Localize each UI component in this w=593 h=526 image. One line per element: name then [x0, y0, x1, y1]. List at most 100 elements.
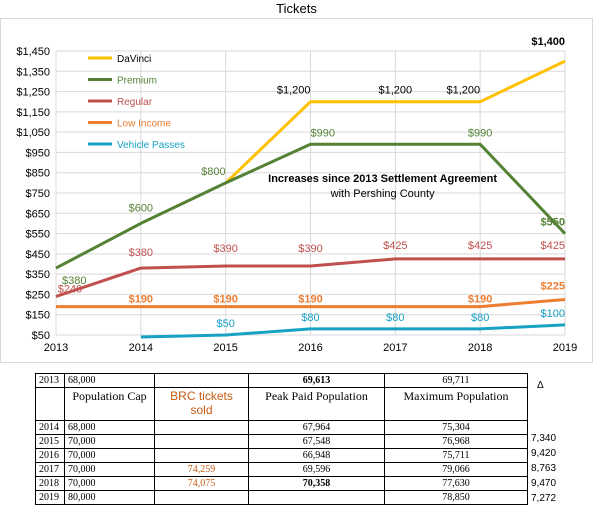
- data-label: $425: [383, 240, 407, 252]
- data-label: $240: [58, 283, 82, 295]
- table-body: 2014 68,000 67,964 75,304 2015 70,000 67,548 76…: [35, 420, 528, 505]
- table-row-2013: 2013 68,000 69,613 69,711: [35, 373, 528, 388]
- brc-cell: [154, 448, 249, 463]
- data-label: $380: [62, 275, 86, 287]
- series-line-vehicle-passes: [140, 323, 566, 339]
- brc-cell: [154, 373, 249, 388]
- annotation-title: Increases since 2013 Settlement Agreemen…: [268, 173, 497, 185]
- cap-cell: 70,000: [64, 462, 155, 477]
- data-label: $1,200: [447, 85, 481, 97]
- delta-header: Δ: [537, 380, 544, 391]
- legend-label: Premium: [117, 76, 157, 87]
- x-tick-label: 2019: [553, 342, 577, 354]
- year-cell: 2014: [35, 420, 65, 435]
- table-row: 2015 70,000 67,548 76,968: [35, 434, 528, 449]
- data-labels: $1,400 $1,200 $1,200 $1,200 $990 $990 $800 $600…: [58, 36, 565, 330]
- data-label: $550: [541, 217, 565, 229]
- delta-value: 7,340: [531, 433, 557, 444]
- axis-tick-labels: $50 $150 $250 $350 $450 $550 $650 $750 $850 $950 $…: [16, 46, 577, 354]
- peak-cell: 66,948: [248, 448, 385, 463]
- cap-cell: 80,000: [64, 490, 155, 505]
- data-label: $990: [468, 127, 492, 139]
- year-cell: 2015: [35, 434, 65, 449]
- data-label: $50: [216, 318, 234, 330]
- y-tick-label: $1,050: [16, 127, 50, 139]
- x-tick-label: 2015: [213, 342, 237, 354]
- peak-cell: 69,613: [248, 373, 385, 388]
- data-label: $100: [541, 308, 565, 320]
- x-tick-label: 2013: [44, 342, 68, 354]
- max-cell: 79,066: [384, 462, 528, 477]
- data-label: $390: [298, 243, 322, 255]
- brc-cell: 74,259: [154, 462, 249, 477]
- brc-cell: [154, 490, 249, 505]
- table-row: 2017 70,000 74,259 69,596 79,066: [35, 462, 528, 477]
- data-label: $425: [468, 240, 492, 252]
- y-tick-label: $50: [32, 330, 50, 342]
- x-tick-label: 2014: [129, 342, 153, 354]
- header-year-cell: [35, 387, 65, 421]
- data-label: $80: [301, 312, 319, 324]
- x-tick-label: 2018: [468, 342, 492, 354]
- data-label: $800: [201, 166, 225, 178]
- cap-cell: 68,000: [64, 420, 155, 435]
- y-tick-label: $850: [26, 168, 50, 180]
- data-label: $425: [541, 240, 565, 252]
- chart-title: Tickets: [276, 1, 317, 16]
- peak-cell: [248, 490, 385, 505]
- table-row: 2014 68,000 67,964 75,304: [35, 420, 528, 435]
- y-tick-label: $150: [26, 310, 50, 322]
- annotation-subtitle: with Pershing County: [330, 188, 435, 200]
- line-chart: $50 $150 $250 $350 $450 $550 $650 $750 $850 $950 $…: [0, 18, 593, 363]
- year-cell: 2017: [35, 462, 65, 477]
- legend-label: Vehicle Passes: [117, 140, 185, 151]
- delta-value: 9,420: [531, 448, 557, 459]
- data-label: $1,200: [379, 85, 413, 97]
- series-line-regular: [55, 257, 565, 298]
- y-tick-label: $350: [26, 269, 50, 281]
- year-cell: 2018: [35, 476, 65, 491]
- data-label: $190: [129, 294, 153, 306]
- x-tick-label: 2017: [383, 342, 407, 354]
- header-peak-paid-population: Peak Paid Population: [248, 387, 385, 421]
- y-tick-label: $250: [26, 289, 50, 301]
- max-cell: 75,711: [384, 448, 528, 463]
- peak-cell: 69,596: [248, 462, 385, 477]
- legend-label: Low Income: [117, 119, 171, 130]
- delta-value: 9,470: [531, 478, 557, 489]
- y-tick-label: $450: [26, 249, 50, 261]
- data-label: $380: [129, 247, 153, 259]
- grid-lines: [55, 50, 566, 336]
- year-cell: 2019: [35, 490, 65, 505]
- legend-label: DaVinci: [117, 54, 151, 65]
- max-cell: 75,304: [384, 420, 528, 435]
- data-label: $190: [468, 294, 492, 306]
- y-tick-label: $1,250: [16, 87, 50, 99]
- data-label: $80: [386, 312, 404, 324]
- data-label: $190: [298, 294, 322, 306]
- data-label: $1,200: [277, 85, 311, 97]
- y-tick-label: $1,350: [16, 66, 50, 78]
- data-label: $225: [541, 281, 565, 293]
- y-tick-label: $750: [26, 188, 50, 200]
- peak-cell: 67,548: [248, 434, 385, 449]
- max-cell: 78,850: [384, 490, 528, 505]
- year-cell: 2013: [35, 373, 65, 388]
- delta-value: 8,763: [531, 463, 557, 474]
- plot-border: [0, 18, 593, 363]
- cap-cell: 70,000: [64, 434, 155, 449]
- table-row: 2019 80,000 78,850: [35, 490, 528, 505]
- y-tick-label: $950: [26, 147, 50, 159]
- table-row: 2018 70,000 74,075 70,358 77,630: [35, 476, 528, 491]
- max-cell: 77,630: [384, 476, 528, 491]
- y-tick-label: $1,450: [16, 46, 50, 58]
- table-header-row: Population Cap BRC tickets sold Peak Pai…: [35, 387, 528, 421]
- cap-cell: 70,000: [64, 476, 155, 491]
- y-tick-label: $650: [26, 208, 50, 220]
- series-line-low-income: [56, 298, 566, 309]
- series-line-davinci: [224, 59, 566, 184]
- brc-cell: [154, 434, 249, 449]
- series-lines: [55, 59, 567, 339]
- table-row: 2016 70,000 66,948 75,711: [35, 448, 528, 463]
- annotation: Increases since 2013 Settlement Agreemen…: [268, 173, 497, 200]
